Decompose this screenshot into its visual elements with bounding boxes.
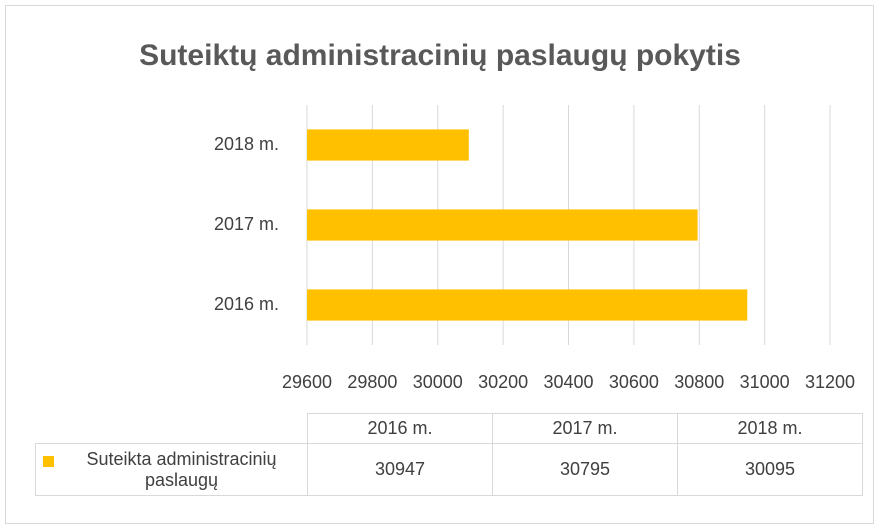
x-tick-label: 30200 <box>478 372 528 392</box>
chart-title: Suteiktų administracinių paslaugų pokyti… <box>139 39 741 72</box>
chart-border <box>5 5 874 524</box>
y-tick-label: 2018 m. <box>214 134 279 154</box>
y-tick-label: 2016 m. <box>214 294 279 314</box>
x-tick-label: 30600 <box>609 372 659 392</box>
x-tick-label: 30800 <box>674 372 724 392</box>
bar <box>307 209 698 241</box>
y-tick-label: 2017 m. <box>214 214 279 234</box>
x-tick-label: 29800 <box>347 372 397 392</box>
x-tick-label: 31200 <box>805 372 855 392</box>
bar <box>307 289 748 321</box>
legend-label: Suteikta administracinių paslaugų <box>86 448 277 490</box>
x-tick-label: 30000 <box>413 372 463 392</box>
legend-key <box>43 456 54 467</box>
table-value-cell: 30095 <box>677 443 863 496</box>
x-tick-label: 30400 <box>543 372 593 392</box>
bar <box>307 129 469 161</box>
table-series-cell: Suteikta administracinių paslaugų <box>35 443 308 496</box>
table-header-cell: 2018 m. <box>677 413 863 444</box>
table-value-cell: 30947 <box>307 443 493 496</box>
table-value-cell: 30795 <box>492 443 678 496</box>
table-header-cell: 2017 m. <box>492 413 678 444</box>
x-tick-label: 29600 <box>282 372 332 392</box>
table-header-cell: 2016 m. <box>307 413 493 444</box>
x-tick-label: 31000 <box>740 372 790 392</box>
